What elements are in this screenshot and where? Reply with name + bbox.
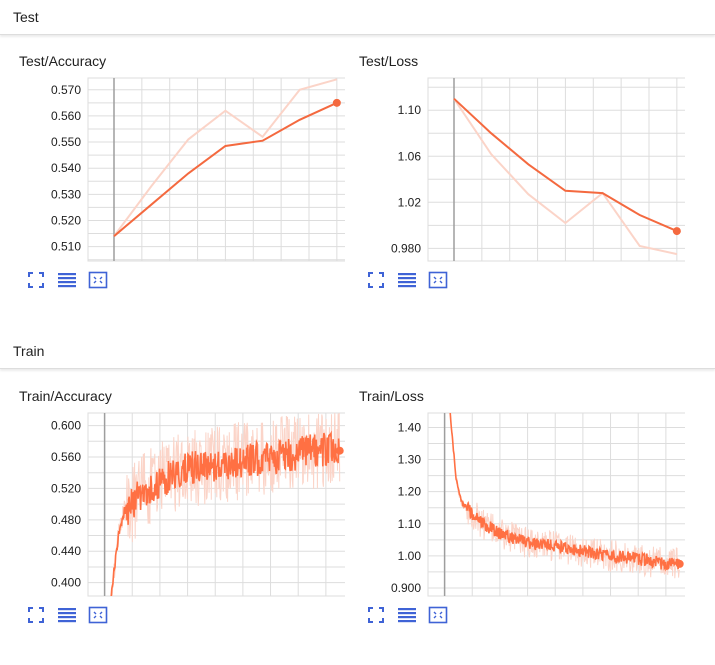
raw-series-line — [449, 413, 681, 579]
y-tick-label: 1.10 — [398, 103, 422, 117]
x-tick-label: 10.00k — [482, 602, 519, 603]
y-tick-label: 0.570 — [51, 83, 81, 97]
y-tick-label: 1.20 — [398, 485, 422, 499]
x-tick-label: 6.000 — [662, 267, 685, 268]
y-tick-label: 0.980 — [391, 241, 421, 255]
y-tick-label: 0.440 — [51, 544, 81, 558]
x-tick-label: 20.00k — [537, 602, 574, 603]
smoothed-series-line — [453, 97, 678, 233]
last-point-marker — [332, 98, 341, 107]
fit-domain-icon[interactable] — [428, 270, 448, 290]
x-tick-label: 4.500 — [606, 267, 636, 268]
toggle-y-log-icon[interactable] — [57, 270, 77, 290]
y-tick-label: 0.480 — [51, 513, 81, 527]
y-tick-label: 0.550 — [51, 135, 81, 149]
section-header-train[interactable]: Train — [0, 334, 715, 369]
raw-series-line — [113, 78, 338, 237]
toggle-y-log-icon[interactable] — [57, 605, 77, 625]
y-tick-label: 0.560 — [51, 109, 81, 123]
chart-title: Test/Loss — [359, 53, 419, 69]
y-tick-label: 0.530 — [51, 187, 81, 201]
plot-area[interactable]: 0.000 10.00k 20.00k 30.00k 40.00k 0.400 0.440 0… — [0, 388, 345, 603]
y-tick-label: 0.520 — [51, 213, 81, 227]
x-tick-label: 3.000 — [550, 267, 580, 268]
fullscreen-icon[interactable] — [366, 605, 386, 625]
y-tick-label: 1.30 — [398, 453, 422, 467]
smoothed-series-line — [113, 101, 338, 237]
toggle-y-log-icon[interactable] — [397, 270, 417, 290]
y-tick-label: 0.540 — [51, 161, 81, 175]
x-tick-label: 30.00k — [253, 602, 290, 603]
fullscreen-icon[interactable] — [26, 270, 46, 290]
plot-frame — [427, 77, 685, 262]
x-tick-label: 0.000 — [439, 267, 469, 268]
x-tick-label: 0.000 — [90, 602, 120, 603]
fit-domain-icon[interactable] — [88, 270, 108, 290]
x-tick-label: 1.500 — [495, 267, 525, 268]
last-point-marker — [672, 227, 681, 236]
last-point-marker — [335, 446, 344, 455]
toggle-y-log-icon[interactable] — [397, 605, 417, 625]
section-header-test[interactable]: Test — [0, 0, 715, 35]
x-tick-label: 30.00k — [593, 602, 630, 603]
y-tick-label: 0.560 — [51, 450, 81, 464]
x-tick-label: 4.500 — [266, 267, 296, 268]
section-title: Train — [13, 343, 45, 359]
y-tick-label: 0.520 — [51, 481, 81, 495]
chart-card-train-accuracy: Train/Accuracy 0.000 10.00k 20.00k 30.00k 40… — [0, 388, 345, 650]
plot-frame — [87, 77, 345, 262]
y-tick-label: 1.06 — [398, 149, 422, 163]
plot-area[interactable]: 0.000 10.00k 20.00k 30.00k 40.00k 0.900 1.00 1.… — [340, 388, 685, 603]
chart-card-train-loss: Train/Loss 0.000 10.00k 20.00k 30.00k 40.00k… — [340, 388, 685, 650]
y-tick-label: 0.600 — [51, 419, 81, 433]
smoothed-series-line — [110, 430, 341, 596]
plot-frame — [87, 412, 345, 597]
y-tick-label: 1.02 — [398, 195, 422, 209]
y-tick-label: 0.900 — [391, 581, 421, 595]
last-point-marker — [675, 559, 684, 568]
x-tick-label: 0.000 — [99, 267, 129, 268]
chart-card-test-loss: Test/Loss 0.000 1.500 3.000 4.500 6.000 0.980… — [340, 53, 685, 315]
x-tick-label: 0.000 — [430, 602, 460, 603]
x-tick-label: 20.00k — [197, 602, 234, 603]
chart-title: Test/Accuracy — [19, 53, 107, 69]
chart-title: Train/Accuracy — [19, 388, 112, 404]
plot-frame — [427, 412, 685, 597]
y-tick-label: 0.400 — [51, 576, 81, 590]
x-tick-label: 1.500 — [155, 267, 185, 268]
x-tick-label: 3.000 — [210, 267, 240, 268]
fit-domain-icon[interactable] — [428, 605, 448, 625]
x-tick-label: 40.00k — [308, 602, 345, 603]
y-tick-label: 1.40 — [398, 420, 422, 434]
y-tick-label: 0.510 — [51, 240, 81, 254]
smoothed-series-line — [449, 413, 681, 572]
y-tick-label: 1.10 — [398, 517, 422, 531]
x-tick-label: 6.000 — [322, 267, 345, 268]
x-tick-label: 40.00k — [648, 602, 685, 603]
section-title: Test — [13, 9, 39, 25]
fullscreen-icon[interactable] — [366, 270, 386, 290]
chart-title: Train/Loss — [359, 388, 424, 404]
plot-area[interactable]: 0.000 1.500 3.000 4.500 6.000 0.980 1.02 1.06 1.… — [340, 53, 685, 268]
plot-area[interactable]: 0.000 1.500 3.000 4.500 6.000 0.510 0.520 0.530… — [0, 53, 345, 268]
x-tick-label: 10.00k — [142, 602, 179, 603]
fullscreen-icon[interactable] — [26, 605, 46, 625]
chart-card-test-accuracy: Test/Accuracy 0.0001.5003.0004.5006.0000… — [0, 53, 345, 315]
y-tick-label: 1.00 — [398, 549, 422, 563]
raw-series-line — [453, 98, 678, 256]
fit-domain-icon[interactable] — [88, 605, 108, 625]
